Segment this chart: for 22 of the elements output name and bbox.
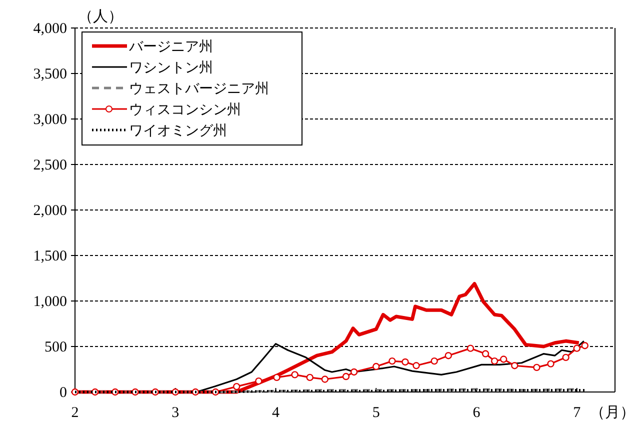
x-tick-label: 7 <box>573 405 582 421</box>
y-tick-label: 500 <box>44 340 67 356</box>
x-tick-label: 4 <box>272 405 280 421</box>
x-axis-title: （月） <box>590 405 635 421</box>
y-tick-label: 4,000 <box>33 21 67 37</box>
y-tick-label: 3,500 <box>33 66 67 82</box>
legend-label: ワシントン州 <box>129 60 213 76</box>
y-tick-label: 1,500 <box>33 248 67 264</box>
y-tick-label: 2,000 <box>33 203 67 219</box>
x-tick-label: 6 <box>472 405 481 421</box>
y-tick-label: 3,000 <box>33 112 67 128</box>
legend-label: バージニア州 <box>128 39 213 55</box>
y-tick-label: 0 <box>60 385 67 401</box>
legend-label: ウィスコンシン州 <box>129 102 241 118</box>
legend-label: ウェストバージニア州 <box>129 81 269 97</box>
y-tick-label: 1,000 <box>33 294 67 310</box>
x-tick-label: 2 <box>71 405 79 421</box>
x-tick-label: 5 <box>372 405 380 421</box>
y-axis-title: （人） <box>78 9 123 25</box>
legend-label: ワイオミング州 <box>129 123 227 139</box>
x-tick-label: 3 <box>172 405 180 421</box>
y-tick-label: 2,500 <box>33 158 67 174</box>
